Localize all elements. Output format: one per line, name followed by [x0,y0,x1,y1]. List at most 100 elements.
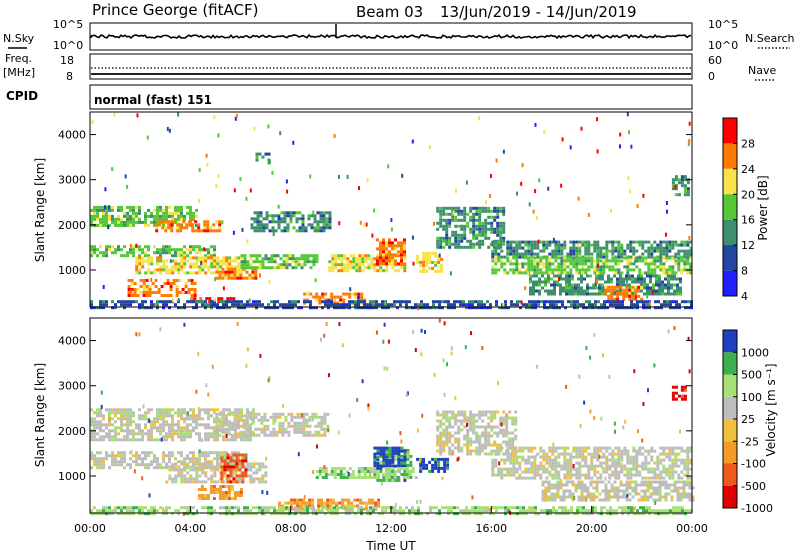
echo-cell [382,256,385,260]
echo-cell [225,460,228,464]
echo-cell [258,468,262,472]
echo-cell [454,413,458,417]
echo-cell [637,294,641,298]
echo-cell [626,262,630,266]
echo-cell [276,300,279,304]
echo-cell [278,412,282,416]
echo-cell [293,501,297,505]
echo-cell [402,300,405,304]
echo-cell [676,283,679,287]
echo-cell [665,249,669,253]
echo-cell [204,454,207,458]
echo-cell [518,455,522,459]
echo-cell [234,265,238,269]
echo-cell [614,259,618,263]
echo-cell [498,306,501,310]
echo-cell [584,249,588,253]
echo-cell [635,455,639,459]
echo-cell [569,467,573,471]
echo-cell [153,268,157,272]
echo-cell [370,266,374,270]
echo-cell [323,418,327,422]
echo-cell [478,209,482,213]
echo-cell [598,277,601,281]
echo-cell [323,421,327,425]
echo-cell [465,306,468,310]
echo-cell [228,259,232,263]
echo-cell [153,220,156,224]
echo-cell [629,249,633,253]
echo-cell [499,230,503,234]
echo-cell [506,473,510,477]
echo-cell [188,220,192,224]
echo-cell [644,271,648,275]
echo-cell [111,214,114,218]
echo-cell [521,455,525,459]
echo-cell [232,477,236,481]
echo-cell [530,446,534,450]
echo-cell [93,435,96,439]
echo-cell [262,223,266,227]
echo-cell [233,491,237,494]
echo-cell [541,280,544,284]
echo-cell [484,440,488,444]
echo-cell [150,211,153,215]
echo-cell [123,429,126,433]
echo-cell [460,212,464,216]
echo-cell [249,477,253,481]
echo-cell [569,271,573,275]
echo-cell [114,223,117,227]
echo-cell [102,417,105,421]
echo-cell [480,303,483,307]
echo-cell [646,274,649,278]
echo-cell [108,223,111,227]
echo-cell [575,449,579,453]
echo-cell [114,220,117,224]
echo-cell [165,251,168,255]
echo-cell [533,243,537,247]
echo-cell [225,268,229,272]
echo-cell [419,260,423,264]
echo-cell [142,285,146,288]
echo-cell [636,306,639,310]
echo-point [587,212,590,217]
echo-point [609,208,612,213]
echo-cell [234,408,237,412]
echo-cell [548,458,552,462]
echo-cell [649,289,652,293]
echo-cell [183,271,187,275]
echo-cell [150,303,153,307]
echo-cell [156,420,159,424]
echo-cell [620,458,624,462]
echo-cell [391,256,394,260]
echo-cell [198,466,201,470]
echo-cell [403,262,406,266]
echo-cell [123,414,126,418]
echo-point [619,144,621,149]
echo-cell [308,501,312,505]
echo-cell [138,245,141,249]
echo-cell [388,446,392,450]
echo-cell [590,458,594,462]
echo-cell [346,260,350,264]
echo-cell [99,205,102,209]
echo-cell [349,260,353,264]
echo-cell [204,408,207,412]
echo-cell [287,421,291,425]
echo-cell [201,259,205,263]
echo-cell [126,429,129,433]
echo-cell [252,471,256,475]
echo-cell [534,303,537,307]
echo-cell [425,263,429,267]
echo-cell [150,306,153,310]
echo-point [401,173,404,178]
echo-cell [219,300,222,304]
echo-cell [360,470,364,473]
echo-cell [147,256,151,260]
echo-cell [665,243,669,247]
echo-cell [634,291,638,295]
echo-cell [497,452,501,456]
echo-cell [210,474,214,478]
echo-point [688,139,691,144]
echo-cell [248,276,252,280]
